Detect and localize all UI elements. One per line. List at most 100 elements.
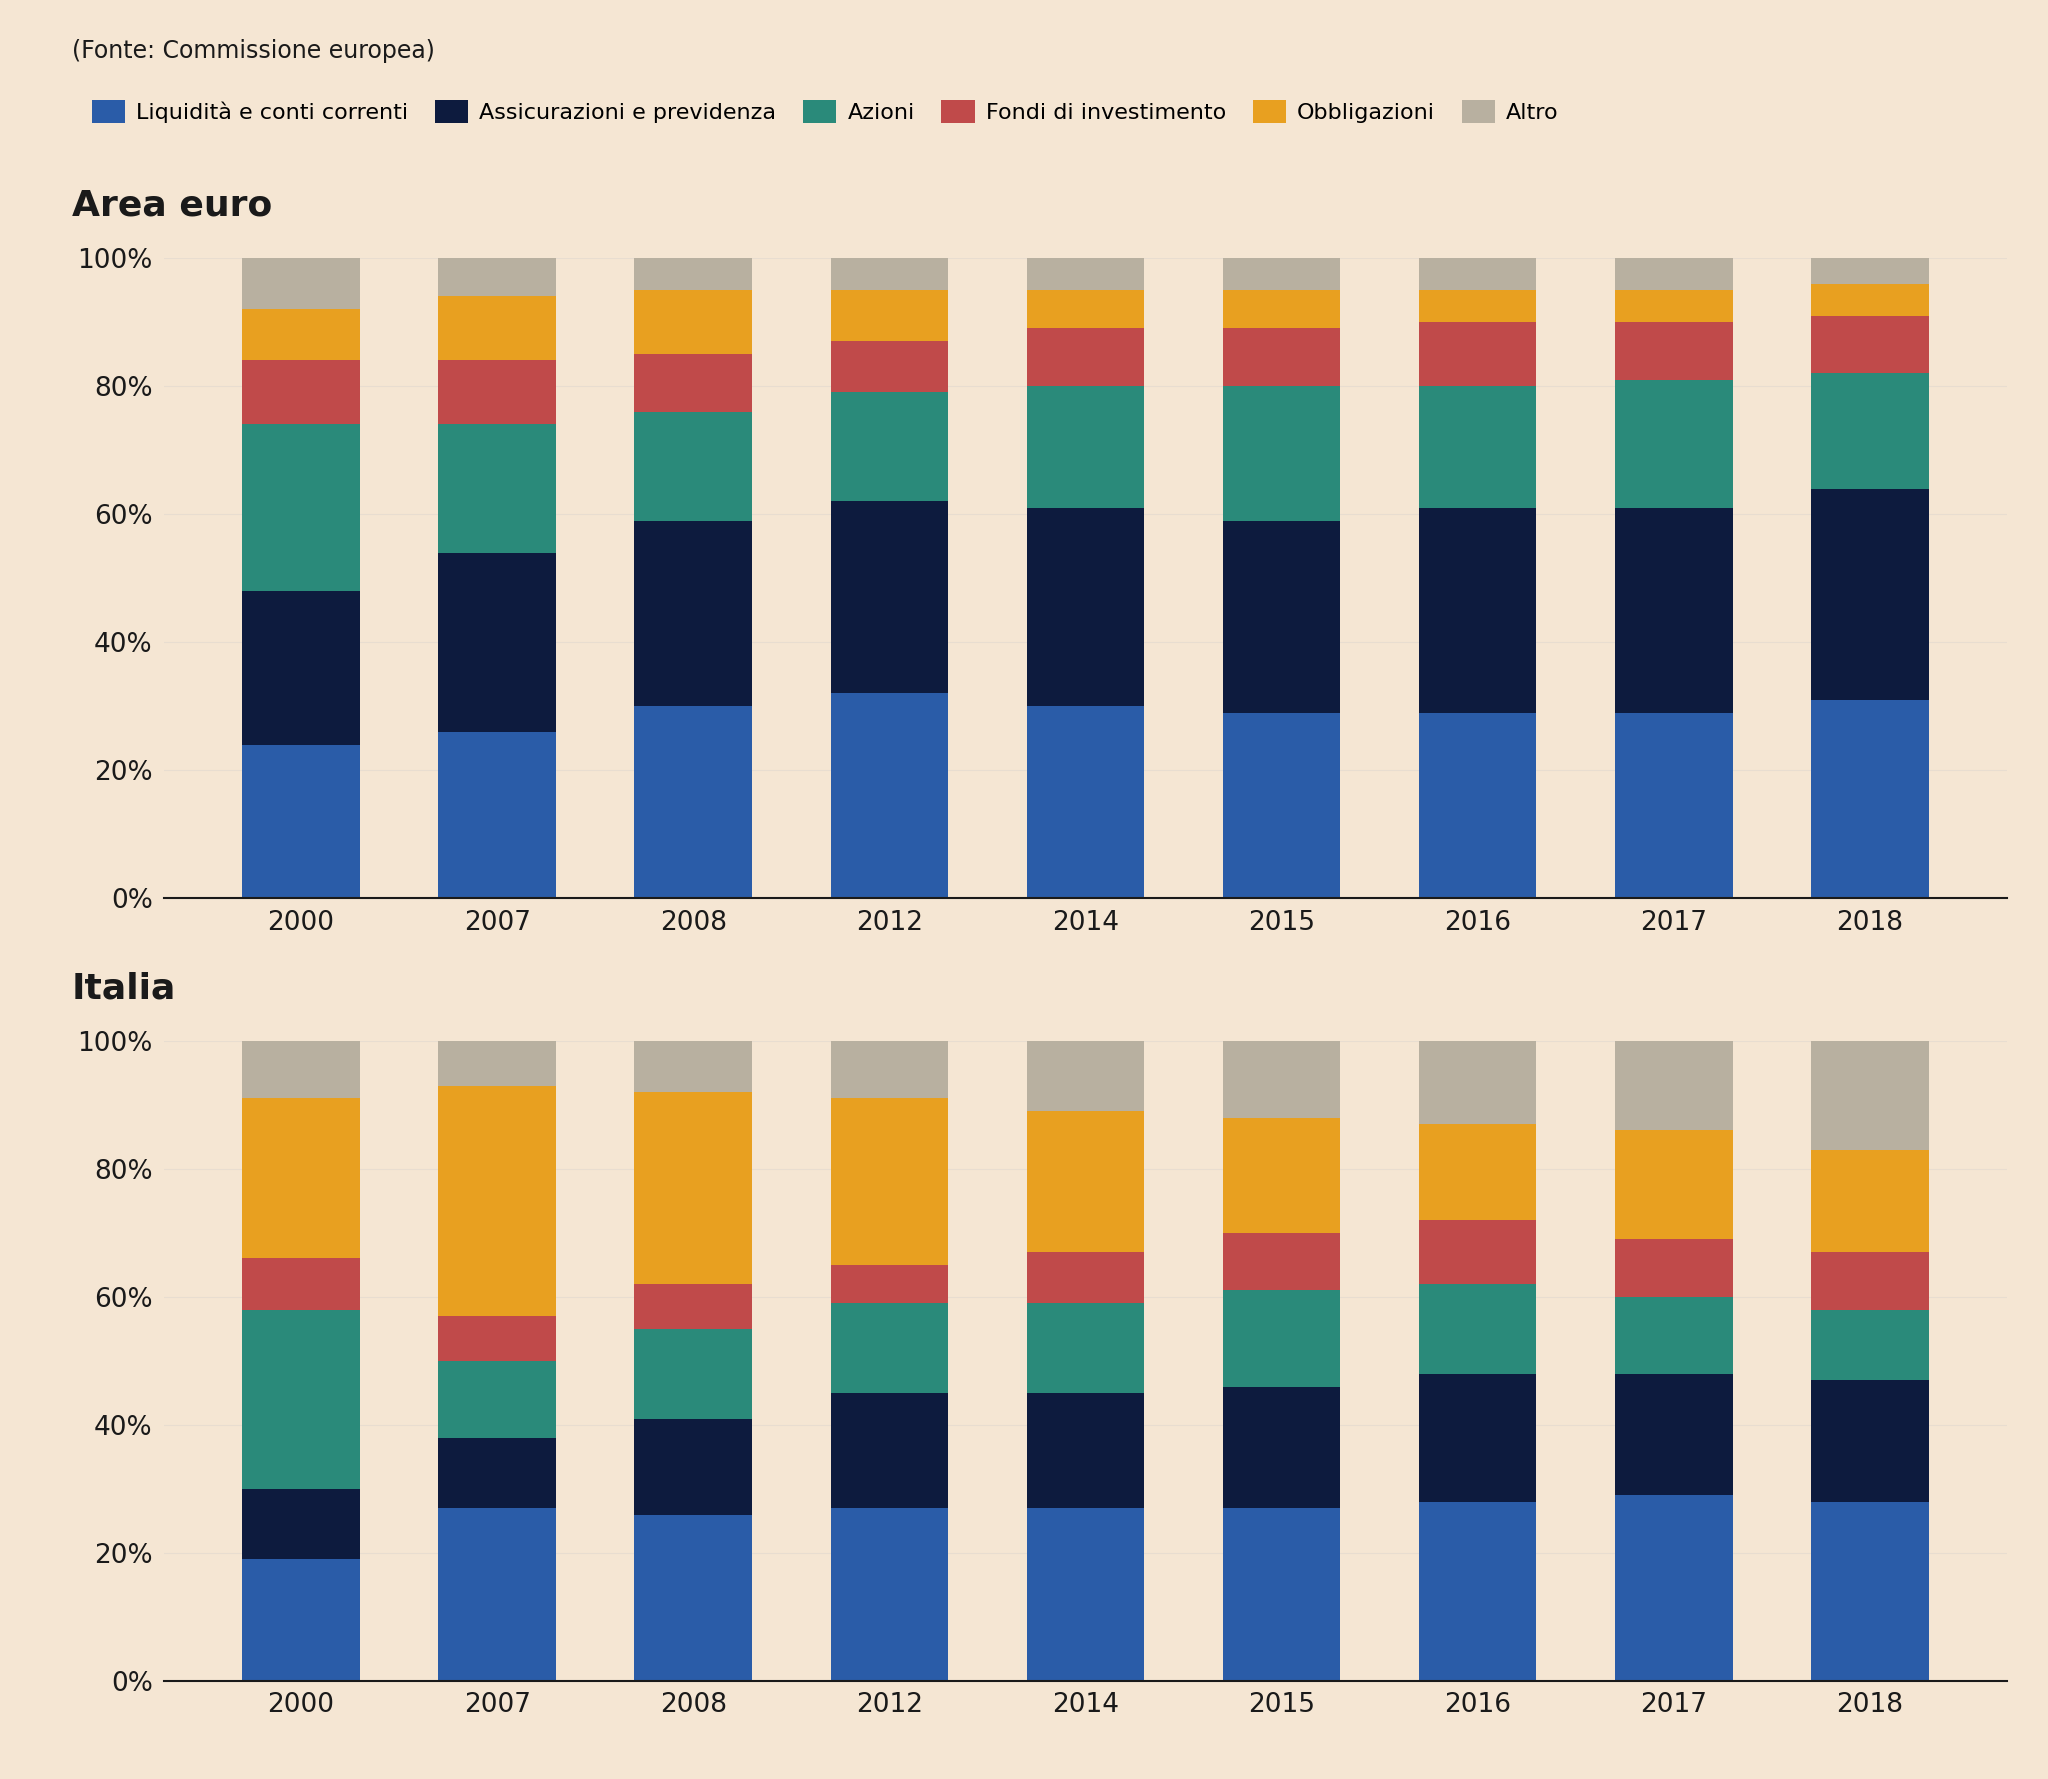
Bar bbox=[1810, 283, 1929, 315]
Bar bbox=[1223, 1509, 1339, 1681]
Bar bbox=[635, 521, 752, 706]
Bar bbox=[1223, 1233, 1339, 1290]
Bar bbox=[438, 1085, 555, 1316]
Bar bbox=[1810, 1041, 1929, 1149]
Bar bbox=[242, 1560, 360, 1681]
Bar bbox=[1419, 1501, 1536, 1681]
Bar bbox=[1223, 329, 1339, 386]
Bar bbox=[1616, 1041, 1733, 1130]
Bar bbox=[1026, 329, 1145, 386]
Bar bbox=[438, 1041, 555, 1085]
Bar bbox=[1616, 1496, 1733, 1681]
Bar bbox=[1026, 1509, 1145, 1681]
Bar bbox=[831, 1304, 948, 1393]
Bar bbox=[1810, 1252, 1929, 1309]
Bar bbox=[242, 591, 360, 745]
Bar bbox=[438, 1316, 555, 1361]
Bar bbox=[242, 1041, 360, 1098]
Bar bbox=[1810, 258, 1929, 283]
Bar bbox=[831, 502, 948, 694]
Bar bbox=[1026, 1304, 1145, 1393]
Bar bbox=[1223, 521, 1339, 713]
Bar bbox=[1419, 258, 1536, 290]
Bar bbox=[438, 553, 555, 731]
Bar bbox=[242, 425, 360, 591]
Bar bbox=[1616, 1130, 1733, 1240]
Bar bbox=[1223, 1041, 1339, 1117]
Bar bbox=[242, 1309, 360, 1489]
Bar bbox=[1026, 1393, 1145, 1509]
Bar bbox=[438, 1361, 555, 1437]
Bar bbox=[438, 1437, 555, 1509]
Bar bbox=[635, 411, 752, 521]
Legend: Liquidità e conti correnti, Assicurazioni e previdenza, Azioni, Fondi di investi: Liquidità e conti correnti, Assicurazion… bbox=[82, 91, 1569, 132]
Bar bbox=[831, 1509, 948, 1681]
Bar bbox=[1616, 322, 1733, 379]
Bar bbox=[1026, 706, 1145, 898]
Bar bbox=[1223, 290, 1339, 329]
Bar bbox=[438, 361, 555, 425]
Bar bbox=[1223, 1117, 1339, 1233]
Bar bbox=[1810, 1501, 1929, 1681]
Bar bbox=[831, 1041, 948, 1098]
Bar bbox=[1616, 507, 1733, 713]
Bar bbox=[635, 290, 752, 354]
Bar bbox=[831, 694, 948, 898]
Bar bbox=[1223, 386, 1339, 521]
Bar bbox=[242, 310, 360, 361]
Bar bbox=[242, 1098, 360, 1258]
Bar bbox=[1026, 507, 1145, 706]
Bar bbox=[1419, 713, 1536, 898]
Bar bbox=[635, 1041, 752, 1092]
Bar bbox=[831, 1393, 948, 1509]
Bar bbox=[1419, 290, 1536, 322]
Bar bbox=[1810, 1149, 1929, 1252]
Text: Italia: Italia bbox=[72, 971, 176, 1005]
Bar bbox=[635, 258, 752, 290]
Bar bbox=[1419, 322, 1536, 386]
Bar bbox=[242, 1258, 360, 1309]
Bar bbox=[635, 1329, 752, 1418]
Bar bbox=[1419, 1284, 1536, 1373]
Bar bbox=[1810, 315, 1929, 374]
Bar bbox=[1419, 1373, 1536, 1501]
Bar bbox=[1223, 1290, 1339, 1386]
Bar bbox=[1616, 713, 1733, 898]
Bar bbox=[831, 1098, 948, 1265]
Bar bbox=[1810, 374, 1929, 489]
Bar bbox=[635, 1514, 752, 1681]
Bar bbox=[1026, 1252, 1145, 1304]
Bar bbox=[1026, 1112, 1145, 1252]
Bar bbox=[438, 425, 555, 553]
Bar bbox=[635, 1284, 752, 1329]
Bar bbox=[1616, 379, 1733, 507]
Bar bbox=[831, 393, 948, 502]
Bar bbox=[1810, 489, 1929, 699]
Bar bbox=[1810, 1309, 1929, 1381]
Bar bbox=[1616, 290, 1733, 322]
Bar bbox=[1026, 258, 1145, 290]
Bar bbox=[1419, 386, 1536, 507]
Bar bbox=[438, 297, 555, 361]
Bar bbox=[242, 745, 360, 898]
Bar bbox=[831, 342, 948, 393]
Bar bbox=[1223, 713, 1339, 898]
Bar bbox=[438, 731, 555, 898]
Bar bbox=[1810, 1381, 1929, 1501]
Bar bbox=[1810, 699, 1929, 898]
Bar bbox=[1419, 1041, 1536, 1124]
Bar bbox=[438, 1509, 555, 1681]
Bar bbox=[635, 354, 752, 411]
Bar bbox=[242, 361, 360, 425]
Bar bbox=[242, 258, 360, 310]
Bar bbox=[1223, 1386, 1339, 1509]
Bar bbox=[1616, 258, 1733, 290]
Bar bbox=[1419, 1220, 1536, 1284]
Bar bbox=[1419, 507, 1536, 713]
Bar bbox=[635, 1092, 752, 1284]
Text: Area euro: Area euro bbox=[72, 189, 272, 222]
Bar bbox=[831, 290, 948, 342]
Bar bbox=[242, 1489, 360, 1560]
Bar bbox=[1616, 1297, 1733, 1373]
Bar bbox=[635, 706, 752, 898]
